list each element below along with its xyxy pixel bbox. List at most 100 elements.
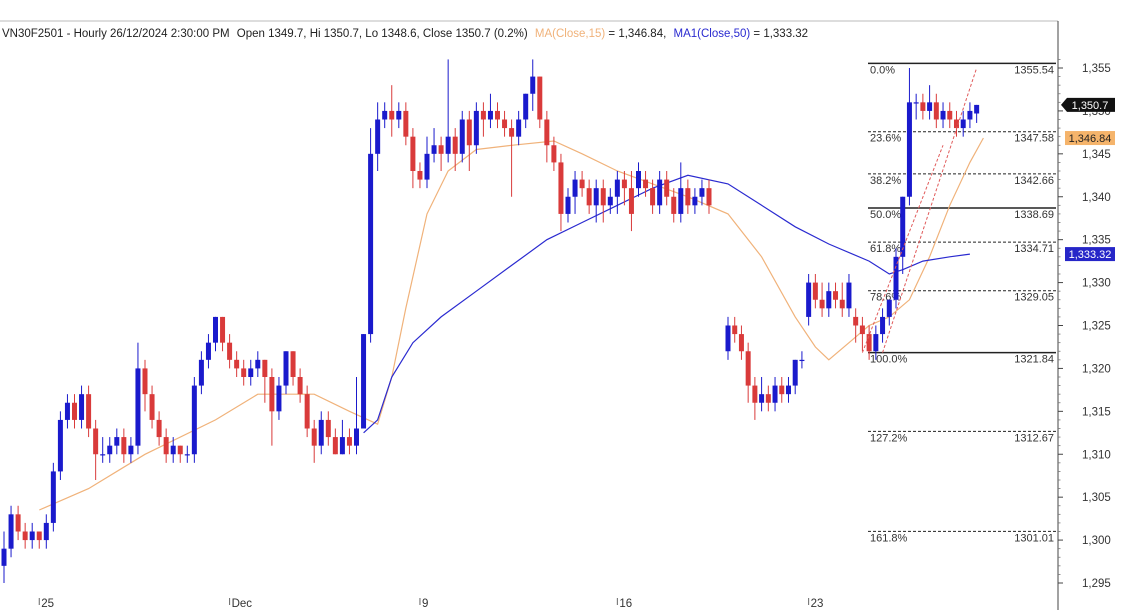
candle-down (389, 110, 395, 120)
candle-up (967, 110, 973, 120)
header-ma15-value: = 1,346.84, (608, 28, 666, 40)
candle-down (403, 110, 409, 137)
candle-up (213, 316, 218, 343)
trendline (861, 145, 944, 353)
fib-level-pct: 50.0% (870, 209, 901, 221)
candle-up (572, 179, 578, 197)
candle-down (156, 419, 162, 438)
candle-down (833, 291, 839, 300)
x-tick-label: 23 (811, 598, 824, 610)
candle-down (234, 359, 240, 369)
candle-up (772, 385, 778, 403)
candle-down (262, 359, 268, 377)
candle-up (114, 437, 120, 446)
candle-up (657, 179, 663, 206)
candle-down (311, 428, 317, 446)
header-ohlc: Open 1349.7, Hi 1350.7, Lo 1348.6, Close… (237, 28, 528, 40)
candle-up (960, 119, 966, 129)
candle-down (920, 102, 926, 111)
fib-level-pct: 161.8% (870, 532, 908, 544)
candle-up (900, 196, 906, 257)
candle-down (72, 402, 77, 420)
candle-down (621, 179, 627, 189)
candle-up (276, 385, 282, 412)
candle-down (220, 316, 226, 343)
header-symbol: VN30F2501 - Hourly 26/12/2024 2:30:00 PM (2, 28, 230, 40)
candle-up (375, 119, 381, 154)
candle-down (466, 119, 472, 146)
candle-up (893, 256, 899, 300)
candle-down (290, 351, 296, 377)
x-tick-label: 25 (41, 598, 54, 610)
last-price-tag-bg (1061, 97, 1115, 112)
candle-down (121, 437, 127, 455)
y-tick-label: 1,295 (1082, 578, 1111, 590)
candle-down (417, 171, 423, 180)
x-tick-label: 9 (422, 598, 428, 610)
candle-down (839, 299, 845, 309)
candle-up (255, 359, 261, 369)
candle-up (361, 334, 367, 429)
candle-up (614, 179, 620, 197)
ma50-price-tag: 1,333.32 (1069, 249, 1112, 261)
candle-down (297, 377, 303, 395)
candle-up (593, 188, 599, 206)
candle-up (880, 316, 886, 335)
header-ma50-value: = 1,333.32 (753, 28, 808, 40)
candle-down (22, 531, 28, 541)
header-ma50-label: MA1(Close,50) (674, 28, 751, 40)
candle-down (438, 145, 444, 154)
chart-header: VN30F2501 - Hourly 26/12/2024 2:30:00 PM… (2, 28, 808, 40)
candle-up (107, 445, 113, 455)
candle-up (64, 402, 70, 420)
candle-up (100, 454, 106, 456)
candle-up (128, 445, 134, 455)
candle-down (537, 76, 543, 120)
candle-up (725, 325, 731, 352)
time-axis[interactable]: 25 Dec 9 16 23 (38, 598, 824, 610)
candle-down (304, 394, 310, 429)
y-tick-label: 1,340 (1082, 192, 1111, 204)
candle-up (57, 419, 63, 472)
candle-down (509, 128, 515, 137)
candle-down (752, 385, 758, 403)
candle-down (671, 196, 677, 214)
fib-level-pct: 127.2% (870, 432, 908, 444)
y-tick-label: 1,315 (1082, 406, 1111, 418)
candle-up (339, 437, 345, 455)
ma15-price-tag-bg (1065, 131, 1115, 146)
candle-down (241, 368, 247, 377)
candle-up (913, 102, 919, 104)
candle-down (346, 437, 352, 446)
candle-up (354, 428, 359, 446)
candle-down (15, 514, 21, 532)
candle-up (445, 136, 451, 154)
candle-up (607, 196, 613, 206)
candle-down (579, 179, 585, 189)
candle-down (163, 437, 169, 455)
candle-up (523, 93, 529, 120)
fib-level-price: 1301.01 (1014, 532, 1054, 544)
candle-down (544, 119, 550, 146)
fib-level-pct: 100.0% (870, 354, 908, 366)
price-tags: 1,350.7 1,346.84 1,333.32 (1061, 97, 1115, 262)
x-tick-label: Dec (232, 598, 253, 610)
candle-up (886, 299, 892, 317)
candle-up (636, 171, 641, 189)
candle-up (846, 282, 852, 309)
fib-level-pct: 23.6% (870, 133, 901, 145)
ma15-line (39, 137, 984, 511)
candle-up (487, 110, 493, 120)
candle-up (50, 471, 56, 523)
candle-down (738, 334, 744, 352)
candle-up (906, 102, 912, 197)
y-tick-label: 1,325 (1082, 321, 1111, 333)
candle-up (940, 110, 946, 120)
fib-level-pct: 0.0% (870, 64, 895, 76)
candle-up (135, 368, 141, 446)
candle-down (812, 282, 818, 300)
candle-up (396, 110, 402, 120)
fib-level-price: 1342.66 (1014, 175, 1054, 187)
